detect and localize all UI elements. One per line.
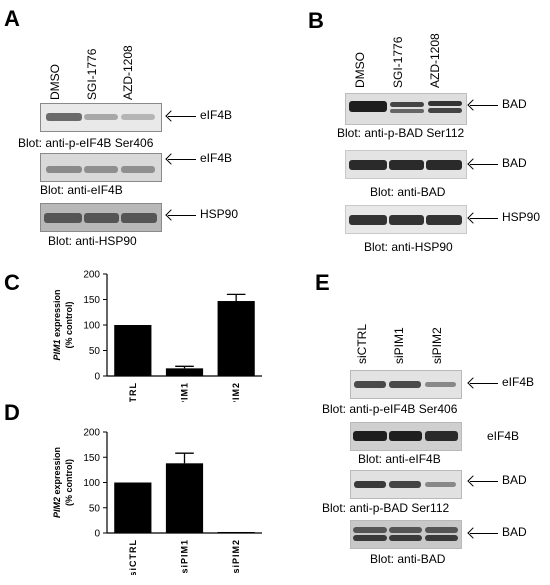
panel-b-target-3: HSP90 (502, 210, 541, 224)
panel-e-caption-3: Blot: anti-p-BAD Ser112 (322, 501, 450, 515)
panel-b-arrow-1 (470, 105, 498, 106)
panel-c-bar (114, 325, 152, 376)
panel-e-lane-2: siPIM1 (392, 327, 406, 364)
panel-d-ytick-label: 150 (83, 453, 100, 464)
panel-e-caption-2: Blot: anti-eIF4B (358, 452, 441, 466)
panel-e-caption-1: Blot: anti-p-eIF4B Ser406 (322, 402, 458, 416)
panel-a-arrow-1 (168, 116, 196, 117)
panel-c-ytick-label: 0 (94, 372, 100, 383)
panel-b-lane-3: AZD-1208 (428, 33, 442, 88)
panel-c-bar (217, 301, 255, 376)
panel-b-caption-1: Blot: anti-p-BAD Ser112 (337, 126, 465, 140)
panel-b-arrow-3 (470, 218, 498, 219)
panel-d-ytick-label: 50 (89, 503, 101, 514)
panel-e-target-4: BAD (502, 525, 527, 539)
panel-b-arrow-2 (470, 164, 498, 165)
panel-e-arrow-1 (470, 383, 498, 384)
panel-d-xtick-label: siCTRL (128, 539, 138, 575)
panel-b-caption-3: Blot: anti-HSP90 (364, 240, 453, 254)
panel-d-bar (114, 482, 152, 533)
panel-a-blot-p-eif4b (40, 103, 162, 132)
panel-b-blot-hsp90 (345, 205, 467, 234)
panel-a-arrow-2 (168, 159, 196, 160)
panel-a-blot-eif4b (40, 153, 162, 182)
panel-d-label: D (4, 400, 20, 425)
panel-e-arrow-3 (470, 481, 498, 482)
panel-c-label: C (4, 270, 20, 295)
panel-d-ytick-label: 100 (83, 478, 100, 489)
panel-a-target-2: eIF4B (200, 151, 233, 165)
panel-a-lane-3: AZD-1208 (121, 45, 135, 100)
panel-c-ylabel2: (% control) (64, 302, 74, 349)
panel-e-label: E (315, 270, 330, 295)
panel-c-ytick-label: 100 (83, 321, 100, 332)
panel-c-xtick-label: siCTRL (128, 382, 138, 402)
panel-b-target-2: BAD (502, 156, 527, 170)
panel-b-caption-2: Blot: anti-BAD (370, 185, 446, 199)
panel-d-ylabel2: (% control) (64, 459, 74, 506)
panel-b-blot-bad (345, 150, 467, 179)
panel-e-target-3: BAD (502, 473, 527, 487)
panel-d-xtick-label: siPIM1 (180, 539, 190, 574)
panel-a-blot-hsp90 (40, 203, 162, 232)
panel-c-ytick-label: 50 (89, 346, 101, 357)
panel-d-bar (165, 463, 204, 533)
panel-e-blot-eif4b (350, 422, 462, 451)
panel-a-caption-1: Blot: anti-p-eIF4B Ser406 (18, 136, 154, 150)
panel-c-xtick-label: siPIM1 (180, 382, 190, 402)
panel-d-chart: 0 50 100 150 200 PIM2 expression (% control) si… (52, 428, 262, 575)
panel-a-lane-2: SGI-1776 (85, 48, 99, 100)
panel-e-blot-p-eif4b (350, 370, 462, 399)
panel-e-caption-4: Blot: anti-BAD (370, 552, 446, 566)
panel-a-label: A (4, 6, 20, 31)
panel-c-ytick-label: 150 (83, 295, 100, 306)
panel-b-lane-1: DMSO (353, 52, 367, 88)
panel-c-ytick-label: 200 (83, 270, 100, 281)
panel-c-ylabel: PIM1 expression (52, 289, 62, 360)
panel-e-blot-p-bad (350, 470, 462, 499)
panel-e-target-1: eIF4B (502, 375, 535, 389)
panel-e-arrow-4 (470, 533, 498, 534)
panel-a-target-1: eIF4B (200, 108, 233, 122)
panel-c-bar (165, 368, 204, 376)
panel-c-chart: 0 50 100 150 200 PIM1 expression (% control) si… (52, 270, 262, 402)
panel-b-target-1: BAD (502, 97, 527, 111)
panel-a-caption-2: Blot: anti-eIF4B (40, 183, 123, 197)
panel-a-lane-1: DMSO (48, 64, 62, 100)
panel-d-bar (217, 531, 255, 533)
panel-d-xtick-label: siPIM2 (231, 539, 241, 574)
panel-b-blot-p-bad (345, 93, 467, 125)
panel-e-target-2: eIF4B (487, 429, 520, 443)
panel-a-target-3: HSP90 (200, 207, 239, 221)
panel-d-ytick-label: 200 (83, 428, 100, 439)
panel-b-label: B (308, 8, 324, 33)
panel-d-ylabel: PIM2 expression (52, 447, 62, 518)
panel-c-xtick-label: siPIM2 (231, 382, 241, 402)
panel-e-lane-1: siCTRL (355, 323, 369, 364)
panel-b-lane-2: SGI-1776 (391, 36, 405, 88)
panel-a-arrow-3 (168, 215, 196, 216)
panel-e-blot-bad (350, 520, 462, 549)
panel-d-ytick-label: 0 (94, 529, 100, 540)
panel-e-lane-3: siPIM2 (430, 327, 444, 364)
panel-a-caption-3: Blot: anti-HSP90 (48, 234, 137, 248)
